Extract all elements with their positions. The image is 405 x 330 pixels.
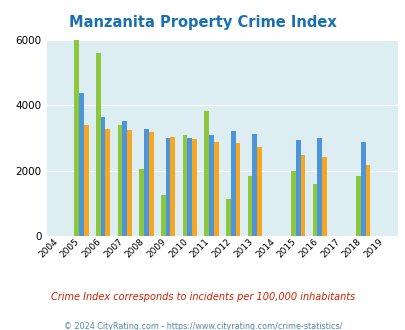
Bar [364, 165, 369, 236]
Bar [139, 169, 144, 236]
Text: © 2024 CityRating.com - https://www.cityrating.com/crime-statistics/: © 2024 CityRating.com - https://www.city… [64, 322, 341, 330]
Bar [79, 93, 83, 236]
Bar [127, 130, 132, 236]
Bar [295, 140, 300, 236]
Bar [230, 131, 235, 236]
Bar [160, 195, 165, 236]
Bar [226, 199, 230, 236]
Bar [117, 125, 122, 236]
Bar [122, 121, 127, 236]
Bar [317, 138, 322, 236]
Bar [290, 171, 295, 236]
Bar [204, 111, 209, 236]
Bar [100, 116, 105, 236]
Bar [170, 137, 175, 236]
Bar [235, 143, 240, 236]
Bar [148, 132, 153, 236]
Bar [247, 176, 252, 236]
Bar [360, 142, 364, 236]
Bar [209, 135, 213, 236]
Bar [192, 139, 196, 236]
Bar [312, 183, 317, 236]
Text: Crime Index corresponds to incidents per 100,000 inhabitants: Crime Index corresponds to incidents per… [51, 292, 354, 302]
Bar [144, 129, 148, 236]
Bar [96, 53, 100, 236]
Bar [83, 125, 88, 236]
Bar [300, 155, 305, 236]
Bar [322, 157, 326, 236]
Bar [182, 135, 187, 236]
Bar [252, 134, 256, 236]
Bar [165, 138, 170, 236]
Bar [256, 147, 261, 236]
Bar [105, 129, 110, 236]
Bar [187, 138, 192, 236]
Bar [74, 40, 79, 236]
Bar [355, 176, 360, 236]
Text: Manzanita Property Crime Index: Manzanita Property Crime Index [69, 15, 336, 30]
Bar [213, 142, 218, 236]
